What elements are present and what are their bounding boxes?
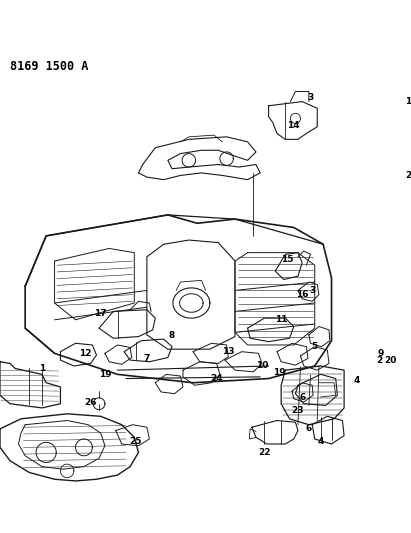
Text: 1: 1 — [39, 364, 45, 373]
Text: 16: 16 — [296, 290, 308, 299]
Text: 6: 6 — [306, 424, 312, 433]
Text: 26: 26 — [84, 398, 97, 407]
Text: 6: 6 — [299, 392, 305, 401]
Text: 12: 12 — [79, 349, 92, 358]
Text: 25: 25 — [130, 437, 142, 446]
Text: 7: 7 — [144, 354, 150, 362]
Text: 17: 17 — [95, 309, 107, 318]
Text: 19: 19 — [99, 370, 111, 379]
Text: 14: 14 — [287, 120, 300, 130]
Text: 23: 23 — [292, 406, 304, 415]
Text: 3: 3 — [307, 93, 314, 102]
Text: 19: 19 — [273, 368, 286, 377]
Text: 5: 5 — [312, 342, 318, 351]
Text: 21: 21 — [405, 171, 411, 180]
Text: 4: 4 — [353, 376, 360, 385]
Text: 11: 11 — [275, 316, 287, 324]
Text: 4: 4 — [317, 437, 324, 446]
Text: 20: 20 — [384, 356, 397, 365]
Text: 13: 13 — [222, 347, 235, 356]
Text: 15: 15 — [281, 255, 293, 264]
Text: 8169 1500 A: 8169 1500 A — [10, 60, 88, 72]
Text: 9: 9 — [377, 349, 383, 358]
Text: 2: 2 — [376, 356, 383, 365]
Text: 8: 8 — [169, 332, 175, 341]
Text: 18: 18 — [405, 97, 411, 106]
Text: 22: 22 — [258, 448, 270, 457]
Text: 3: 3 — [309, 286, 315, 295]
Text: 24: 24 — [210, 374, 223, 383]
Text: 10: 10 — [256, 361, 268, 370]
